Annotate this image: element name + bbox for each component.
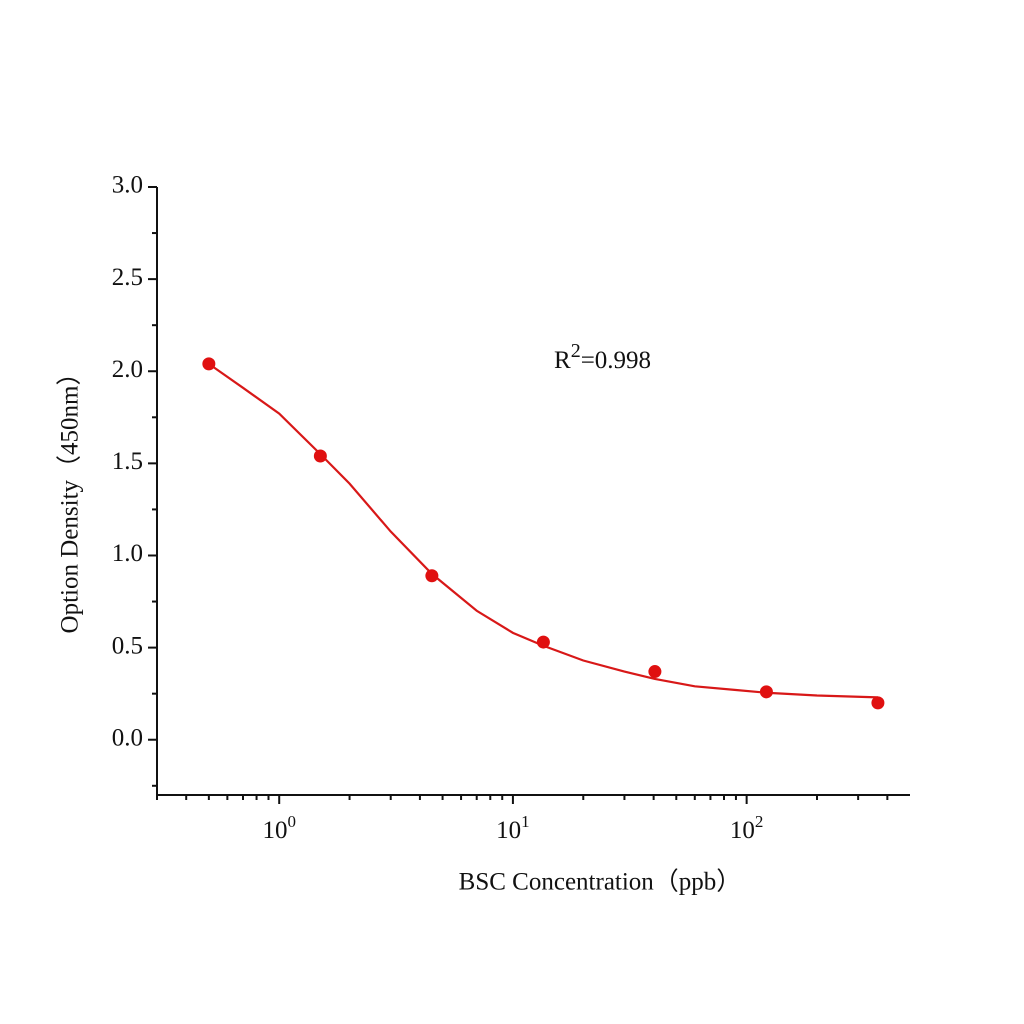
y-tick-label: 1.0 <box>112 540 143 567</box>
y-axis-label: Option Density（450nm） <box>56 361 84 634</box>
x-tick-base: 10 <box>262 817 287 844</box>
x-tick-base: 10 <box>730 817 755 844</box>
data-point <box>536 635 550 649</box>
x-tick-base: 10 <box>496 817 521 844</box>
x-axis-label: BSC Concentration（ppb） <box>459 868 742 896</box>
y-tick-label: 0.0 <box>112 724 143 751</box>
y-tick-label: 0.5 <box>112 632 143 659</box>
data-point <box>313 449 327 463</box>
x-tick-exponent: 2 <box>755 812 764 831</box>
y-tick-label: 2.0 <box>112 356 143 383</box>
x-tick-exponent: 1 <box>521 812 530 831</box>
data-point <box>871 696 885 710</box>
data-point <box>759 685 773 699</box>
x-tick-label: 102 <box>730 812 764 844</box>
data-point <box>202 357 216 371</box>
data-point <box>425 569 439 583</box>
annotation: R2=0.998 <box>554 340 651 374</box>
annotation-sup: 2 <box>571 340 581 362</box>
y-tick-label: 1.5 <box>112 448 143 475</box>
x-tick-label: 100 <box>262 812 296 844</box>
x-tick-exponent: 0 <box>287 812 296 831</box>
annotation-rest: =0.998 <box>581 347 651 374</box>
x-tick-label: 101 <box>496 812 530 844</box>
annotation-base: R <box>554 347 571 374</box>
data-point <box>648 665 662 679</box>
fit-curve <box>208 362 878 699</box>
y-tick-label: 3.0 <box>112 172 143 199</box>
y-tick-label: 2.5 <box>112 264 143 291</box>
